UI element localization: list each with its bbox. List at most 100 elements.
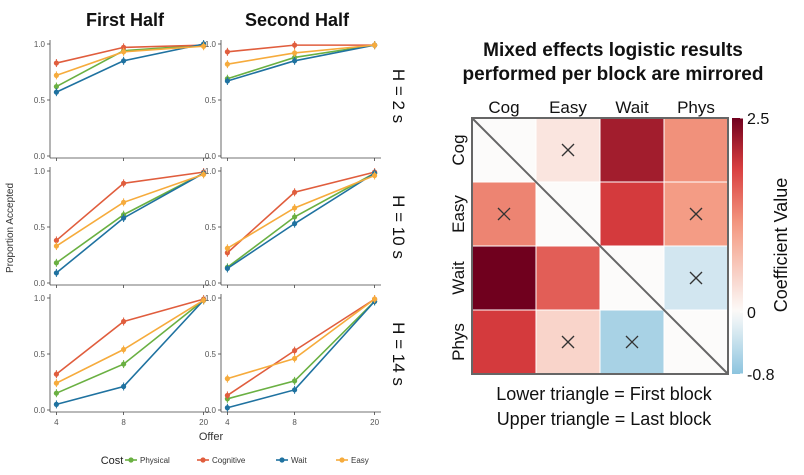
data-point-cognitive <box>53 237 60 244</box>
data-point-easy <box>372 42 378 48</box>
row-label-easy: Easy <box>449 195 468 233</box>
series-line-easy <box>56 299 205 384</box>
cross-marker <box>497 207 511 221</box>
caption-line2: Upper triangle = Last block <box>497 409 713 429</box>
y-tick-label: 0.0 <box>205 279 217 288</box>
legend-swatch-dot-cognitive <box>200 457 206 463</box>
cross-stroke <box>689 271 703 285</box>
cross-stroke <box>689 207 703 221</box>
legend-swatch-dot-physical <box>128 457 134 463</box>
legend-swatch-dot-wait <box>279 457 285 463</box>
data-point-easy <box>372 172 378 179</box>
data-point-physical <box>53 83 60 90</box>
y-tick-label: 1.0 <box>205 40 217 49</box>
data-point-cognitive <box>121 180 127 186</box>
colorbar-tick-label: -0.8 <box>747 367 775 384</box>
data-point-physical <box>53 390 60 396</box>
heatmap-cell-wait-cog <box>471 245 537 311</box>
row-label-phys: Phys <box>449 323 468 361</box>
y-tick-label: 0.0 <box>205 152 217 161</box>
heatmap-cell-cog-phys <box>663 117 729 183</box>
series-line-cognitive <box>226 298 376 397</box>
line-panels: 0.00.51.00.00.51.00.00.51.00.00.51.00.00… <box>34 40 381 427</box>
data-point-easy <box>53 380 60 386</box>
x-axis-label: Offer <box>199 431 224 443</box>
y-tick-label: 0.5 <box>34 350 46 359</box>
legend-label-physical: Physical <box>140 456 170 465</box>
colorbar-tick-label: 2.5 <box>747 111 769 128</box>
data-point-easy <box>292 50 298 56</box>
colorbar-tick-label: 0 <box>747 305 756 322</box>
cross-marker <box>689 207 703 221</box>
series-line-cognitive <box>55 298 204 375</box>
data-point-wait <box>53 270 60 276</box>
x-tick-label: 8 <box>292 418 297 427</box>
data-point-easy <box>201 43 207 49</box>
heatmap-border <box>471 117 729 375</box>
data-point-cognitive <box>292 42 298 48</box>
cross-stroke <box>561 335 575 349</box>
data-point-easy <box>121 199 127 205</box>
x-tick-label: 20 <box>199 418 208 427</box>
data-point-wait <box>121 58 127 64</box>
data-point-easy <box>292 355 298 362</box>
data-point-cognitive <box>224 392 230 399</box>
row-label-h2: H = 2 s <box>389 69 408 123</box>
data-point-cognitive <box>292 189 298 195</box>
data-point-physical <box>292 378 298 384</box>
x-tick-label: 8 <box>121 418 126 427</box>
series-line-wait <box>226 172 376 270</box>
cross-stroke <box>561 143 575 157</box>
heatmap-title-line2: performed per block are mirrored <box>463 64 764 85</box>
column-title-first-half: First Half <box>86 10 165 30</box>
y-tick-label: 0.0 <box>34 279 46 288</box>
y-tick-label: 0.5 <box>34 223 46 232</box>
data-point-wait <box>292 221 298 227</box>
data-point-wait <box>224 405 230 411</box>
data-point-wait <box>53 401 60 407</box>
data-point-wait <box>224 265 230 272</box>
data-point-wait <box>292 58 298 64</box>
heatmap-cell-wait-easy <box>535 245 601 311</box>
y-tick-label: 1.0 <box>205 167 217 176</box>
data-point-easy <box>201 297 207 303</box>
legend-swatch-dot-easy <box>339 457 345 463</box>
cross-stroke <box>497 207 511 221</box>
x-tick-label: 4 <box>54 418 59 427</box>
data-point-physical <box>121 361 127 367</box>
row-label-cog: Cog <box>449 134 468 165</box>
data-point-cognitive <box>292 348 298 354</box>
data-point-physical <box>292 214 298 220</box>
cross-marker <box>625 335 639 349</box>
column-label-wait: Wait <box>615 98 649 117</box>
caption-line1: Lower triangle = First block <box>496 384 713 404</box>
data-point-wait <box>121 215 127 221</box>
heatmap-cell-phys-cog <box>471 309 537 375</box>
series-line-easy <box>56 45 204 77</box>
series-line-easy <box>227 298 376 380</box>
panel-r1-c0: 0.0 0.5 1.0 <box>34 167 210 288</box>
panel-r0-c1: 0.0 0.5 1.0 <box>205 40 381 161</box>
data-point-easy <box>121 346 127 353</box>
series-line-wait <box>56 299 205 406</box>
data-point-physical <box>53 260 60 266</box>
x-tick-label: 4 <box>225 418 230 427</box>
data-point-cognitive <box>121 318 127 325</box>
legend: Cost Physical Cognitive Wait Easy <box>101 455 369 467</box>
panel-r2-c1: 0.0 0.5 1.0 4 8 20 <box>205 294 381 427</box>
data-point-easy <box>201 171 207 177</box>
row-label-h10: H = 10 s <box>389 195 408 259</box>
heatmap-cell-easy-wait <box>599 181 665 247</box>
cross-marker <box>689 271 703 285</box>
series-line-wait <box>55 172 204 274</box>
heatmap-cell-cog-wait <box>599 117 665 183</box>
data-point-easy <box>53 72 60 78</box>
data-point-wait <box>121 383 127 390</box>
y-tick-label: 0.0 <box>34 406 46 415</box>
data-point-cognitive <box>53 60 60 66</box>
cross-stroke <box>625 335 639 349</box>
legend-title: Cost <box>101 455 124 467</box>
data-point-cognitive <box>224 49 230 55</box>
legend-label-cognitive: Cognitive <box>212 456 246 465</box>
y-tick-label: 1.0 <box>34 294 46 303</box>
